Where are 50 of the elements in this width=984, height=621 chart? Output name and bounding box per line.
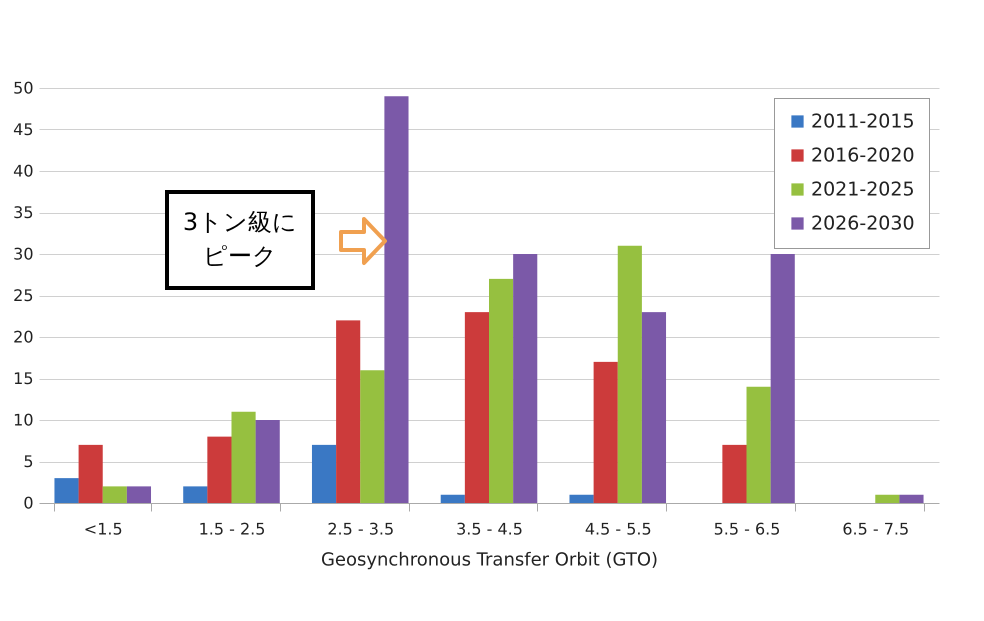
bar [360,370,384,503]
bar [770,254,795,503]
y-tick-label: 5 [23,452,34,471]
bar [102,486,127,503]
bar [231,412,256,503]
y-tick-label: 35 [13,203,34,222]
y-tick-label: 30 [13,244,34,264]
bar [489,278,514,503]
annotation: ピーク [203,241,277,272]
bar [336,320,360,503]
x-tick-label: 1.5 - 2.5 [198,520,266,538]
bar [513,254,538,503]
bar [642,312,666,503]
x-tick-label: 4.5 - 5.5 [584,520,652,538]
y-tick-label: 15 [13,369,34,388]
x-tick-label: <1.5 [84,520,123,538]
legend-label: 2021-2025 [811,178,915,200]
bar [256,420,280,503]
x-tick-label: 6.5 - 7.5 [842,520,910,538]
y-tick-label: 50 [13,78,34,98]
bar [78,444,103,503]
x-axis-title: Geosynchronous Transfer Orbit (GTO) [320,550,658,570]
bar [618,246,642,503]
bar [312,444,336,503]
bar [899,494,924,503]
bar [183,486,208,503]
bar [722,444,747,503]
bar [126,486,152,503]
legend-label: 2016-2020 [811,144,915,166]
bar [594,362,618,503]
bar [54,478,79,503]
x-tick-label: 3.5 - 4.5 [456,520,523,538]
bar [464,312,489,503]
x-tick-label: 2.5 - 3.5 [327,520,394,538]
y-tick-label: 20 [13,328,34,346]
y-tick-label: 40 [13,162,34,180]
bar [384,96,409,503]
y-tick-label: 0 [23,494,34,512]
legend-label: 2026-2030 [811,212,915,234]
y-tick-label: 45 [13,120,34,139]
bar [746,386,771,503]
bar [440,494,465,503]
bar [875,494,900,503]
bar [207,436,232,503]
y-tick-label: 25 [13,286,34,305]
x-tick-label: 5.5 - 6.5 [714,520,780,538]
annotation: 3トン級に [182,207,298,238]
y-tick-label: 10 [13,410,34,430]
bar [569,494,594,503]
legend-label: 2011-2015 [811,110,915,132]
